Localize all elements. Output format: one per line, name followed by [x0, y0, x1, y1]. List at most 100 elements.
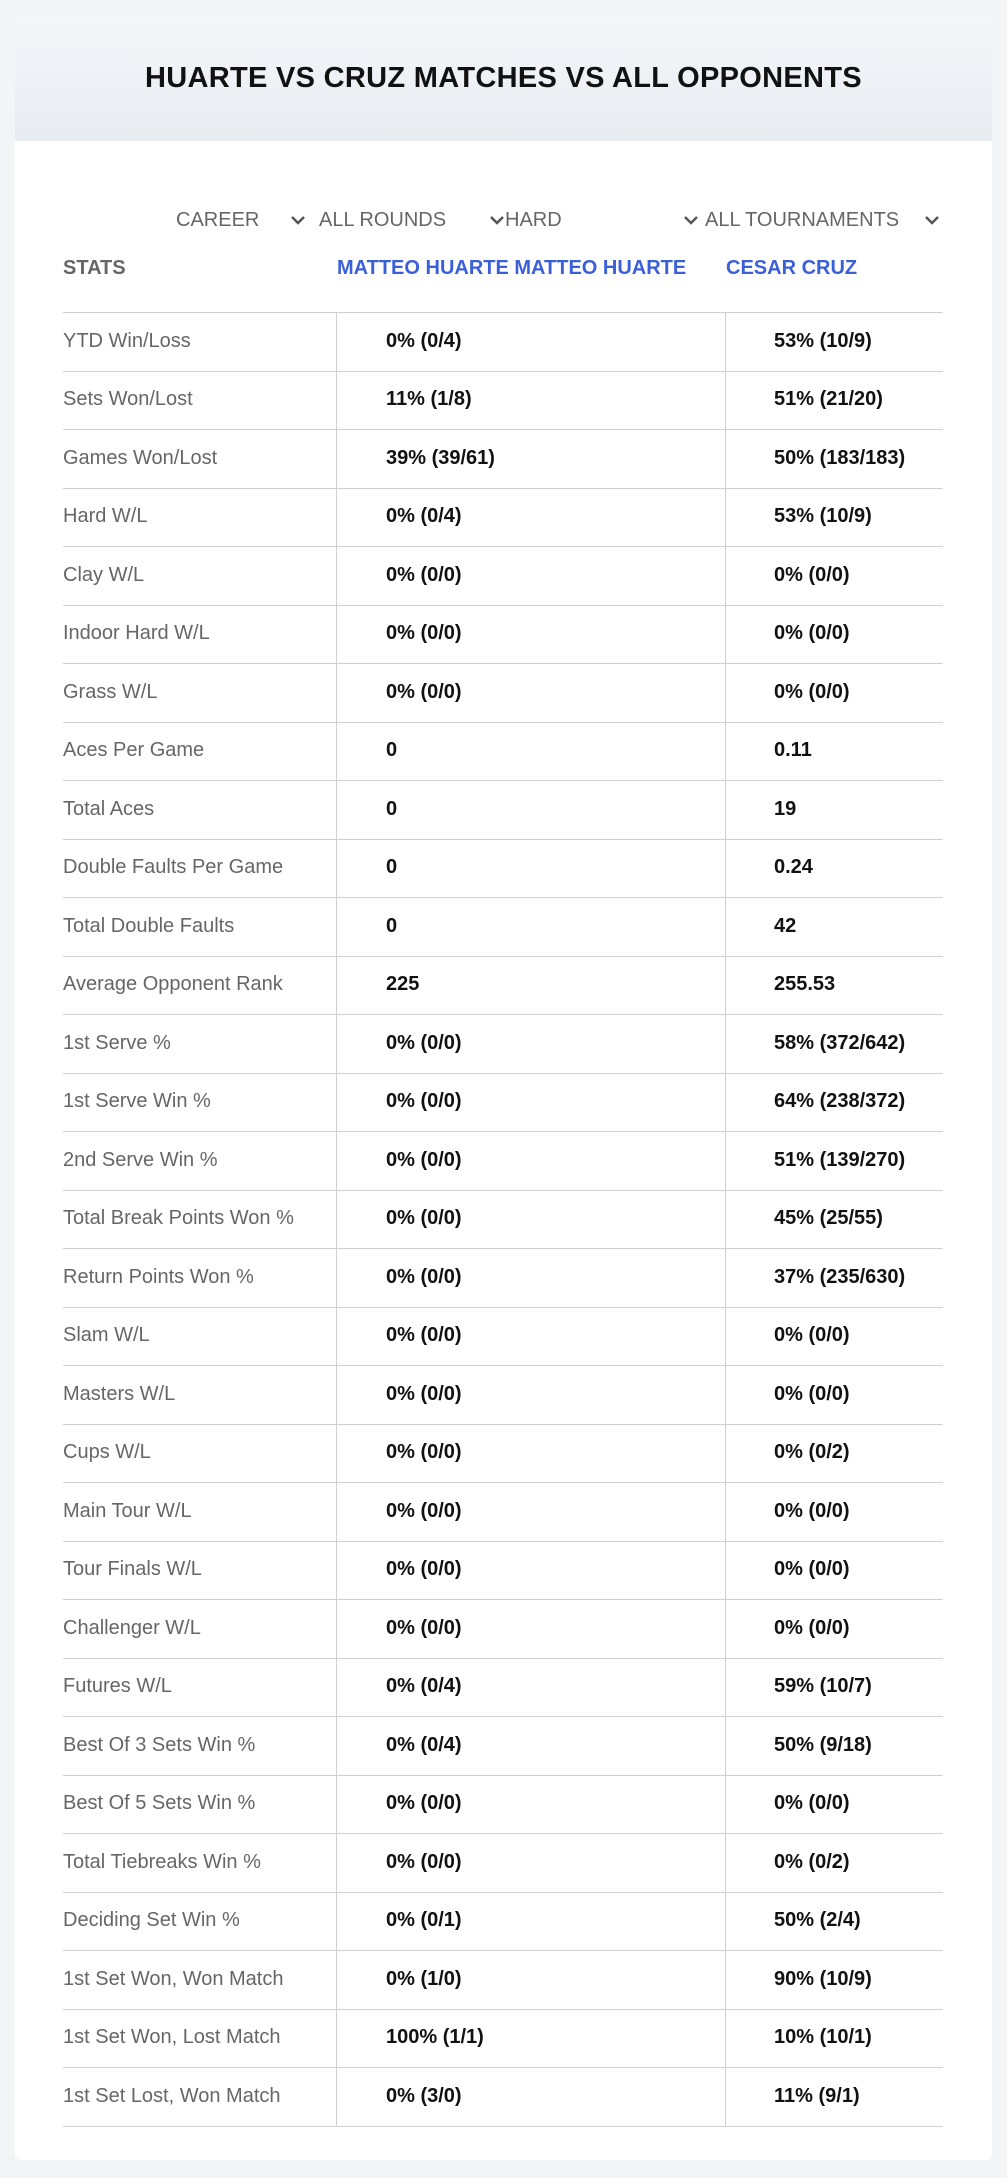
row-divider	[63, 1306, 943, 1308]
stat-value: 0% (0/0)	[774, 1324, 850, 1346]
stat-value: 0% (0/0)	[386, 622, 462, 644]
stat-value: 0% (0/0)	[386, 1382, 462, 1405]
stat-label: Deciding Set Win %	[63, 1909, 240, 1931]
player-header[interactable]: CESAR CRUZ	[726, 256, 858, 279]
stat-value: 0% (0/0)	[774, 1558, 850, 1580]
stat-label: Total Aces	[63, 797, 155, 820]
stat-label: Cups W/L	[63, 1441, 151, 1463]
filter-dropdown[interactable]: HARD	[505, 192, 699, 248]
stat-value: 0% (0/2)	[774, 1441, 850, 1463]
stat-value: 0% (0/0)	[774, 1499, 850, 1522]
stat-label: 1st Set Lost, Won Match	[63, 2084, 281, 2107]
chevron	[925, 216, 939, 225]
stat-label: Sets Won/Lost	[63, 388, 193, 410]
stat-label: 1st Set Won, Lost Match	[63, 2026, 281, 2048]
stat-value: 50% (2/4)	[774, 1909, 861, 1931]
stat-value: 0	[386, 797, 398, 820]
stat-value: 0% (0/0)	[386, 1499, 462, 1522]
stat-value: 0% (0/0)	[774, 1616, 850, 1639]
stat-value: 58% (372/642)	[774, 1031, 906, 1054]
stat-label: YTD Win/Loss	[63, 329, 191, 352]
header: HUARTE VS CRUZ MATCHES VS ALL OPPONENTS	[15, 15, 992, 141]
stat-value: 0% (0/4)	[386, 329, 462, 352]
stat-value: 39% (39/61)	[386, 446, 495, 469]
stat-label: Best Of 3 Sets Win %	[63, 1733, 256, 1756]
row-divider	[63, 546, 943, 547]
stat-value: 37% (235/630)	[774, 1265, 906, 1288]
stat-label: 1st Set Won, Won Match	[63, 1967, 284, 1990]
stat-value: 0% (0/0)	[386, 1558, 462, 1580]
row-divider	[63, 1540, 943, 1542]
row-divider	[63, 1833, 943, 1834]
stat-value: 0.24	[774, 856, 813, 878]
row-divider	[63, 721, 943, 723]
stat-value: 0% (0/0)	[386, 1792, 462, 1814]
stat-label: Total Break Points Won %	[63, 1207, 294, 1229]
stat-label: 2nd Serve Win %	[63, 1148, 218, 1171]
stat-value: 0% (0/0)	[386, 1850, 462, 1873]
stat-label: Total Double Faults	[63, 914, 235, 937]
row-divider	[63, 2067, 943, 2068]
stat-value: 0	[386, 914, 398, 937]
row-divider	[63, 1423, 943, 1425]
stat-label: Games Won/Lost	[63, 446, 218, 469]
stat-value: 0	[386, 856, 398, 878]
row-divider	[63, 1131, 943, 1132]
stat-value: 90% (10/9)	[774, 1967, 872, 1990]
stat-value: 0% (0/0)	[386, 1265, 462, 1288]
title: HUARTE VS CRUZ MATCHES VS ALL OPPONENTS	[145, 61, 862, 94]
stat-value: 0% (0/0)	[774, 622, 850, 644]
stat-label: Clay W/L	[63, 563, 145, 586]
stats-card: HUARTE VS CRUZ MATCHES VS ALL OPPONENTS …	[15, 15, 992, 2160]
stat-label: Futures W/L	[63, 1675, 172, 1697]
filter-label: HARD	[505, 208, 562, 231]
player-header[interactable]: MATTEO HUARTE MATTEO HUARTE	[337, 256, 687, 279]
row-divider	[63, 2008, 943, 2010]
row-divider	[63, 1599, 943, 1600]
row-divider	[63, 955, 943, 957]
stat-label: Average Opponent Rank	[63, 973, 283, 995]
stat-value: 0% (1/0)	[386, 1967, 462, 1990]
row-divider	[63, 1072, 943, 1074]
stat-value: 0.11	[774, 739, 812, 761]
stat-label: Masters W/L	[63, 1382, 176, 1405]
stat-value: 0% (0/0)	[774, 1792, 850, 1814]
row-divider	[63, 1774, 943, 1776]
row-divider	[63, 1891, 943, 1893]
stat-label: 1st Serve Win %	[63, 1090, 211, 1112]
stat-value: 50% (9/18)	[774, 1733, 872, 1756]
stat-value: 53% (10/9)	[774, 329, 872, 352]
stat-label: Tour Finals W/L	[63, 1558, 202, 1580]
stat-value: 0% (0/4)	[386, 1675, 462, 1697]
stat-label: Indoor Hard W/L	[63, 622, 210, 644]
stat-value: 100% (1/1)	[386, 2026, 484, 2048]
chevron	[291, 216, 305, 225]
stat-value: 0% (3/0)	[386, 2084, 462, 2107]
stat-value: 42	[774, 914, 797, 937]
row-divider	[63, 1657, 943, 1659]
row-divider	[63, 780, 943, 781]
stat-label: Main Tour W/L	[63, 1499, 192, 1522]
filter-dropdown[interactable]: ALL TOURNAMENTS	[705, 192, 940, 248]
filter-label: CAREER	[176, 208, 260, 231]
filter-dropdown[interactable]: CAREER	[176, 192, 306, 248]
stat-value: 59% (10/7)	[774, 1675, 872, 1697]
chevron	[490, 216, 504, 225]
row-divider	[63, 897, 943, 898]
stat-value: 0% (0/0)	[386, 1148, 462, 1171]
stat-label: Grass W/L	[63, 680, 158, 703]
row-divider	[63, 604, 943, 606]
stat-value: 0% (0/0)	[386, 1090, 462, 1112]
stat-value: 0% (0/0)	[774, 563, 850, 586]
stat-value: 0% (0/0)	[386, 1207, 462, 1229]
filter-dropdown[interactable]: ALL ROUNDS	[319, 192, 505, 248]
stat-value: 11% (9/1)	[774, 2084, 860, 2107]
stat-value: 51% (21/20)	[774, 388, 883, 410]
stats-header: STATS	[63, 256, 126, 279]
stat-value: 11% (1/8)	[386, 388, 472, 410]
row-divider	[63, 663, 943, 664]
chevron	[684, 216, 698, 225]
stat-value: 0% (0/0)	[386, 1031, 462, 1054]
stat-value: 64% (238/372)	[774, 1090, 906, 1112]
